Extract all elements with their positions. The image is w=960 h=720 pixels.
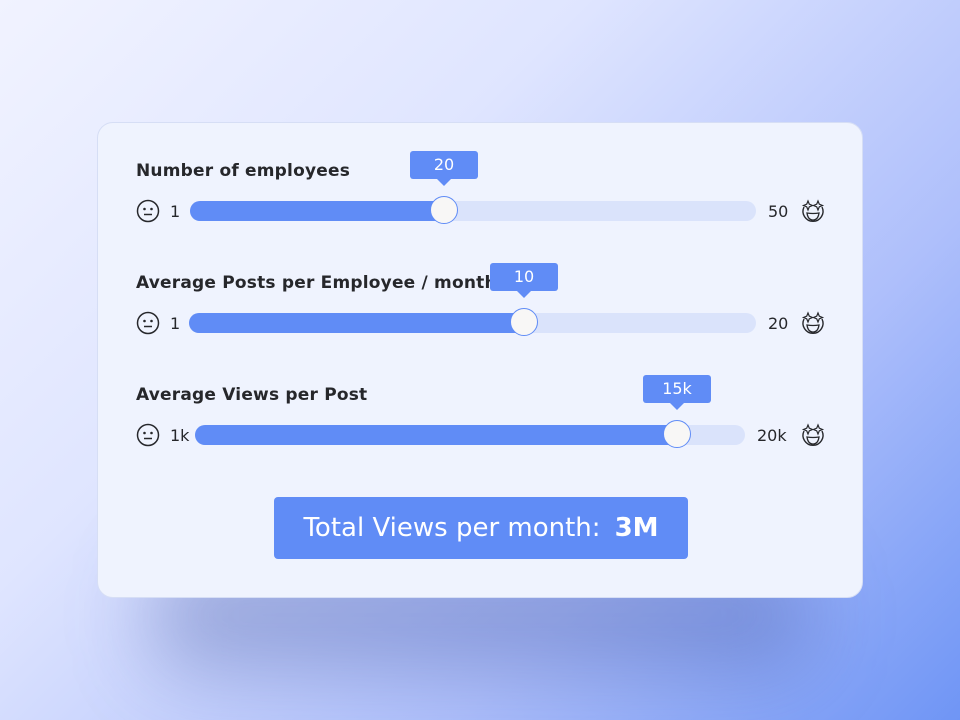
neutral-face-icon — [136, 423, 160, 447]
slider-min: 1 — [170, 314, 181, 333]
slider-max: 20k — [757, 426, 787, 445]
slider-label: Average Posts per Employee / month — [136, 273, 497, 293]
slider-value-tooltip: 20 — [410, 151, 478, 186]
slider-thumb[interactable] — [430, 196, 458, 224]
total-views-button[interactable]: Total Views per month: 3M — [274, 497, 688, 559]
slider-thumb[interactable] — [663, 420, 691, 448]
slider-min: 1 — [170, 202, 181, 221]
total-value: 3M — [614, 513, 659, 543]
slider-fill — [195, 425, 677, 445]
star-struck-face-icon — [800, 422, 826, 448]
employees-slider[interactable]: 20 — [190, 151, 756, 224]
views-slider[interactable]: 15k — [195, 375, 745, 448]
star-struck-face-icon — [800, 310, 826, 336]
star-struck-face-icon — [800, 198, 826, 224]
slider-thumb[interactable] — [510, 308, 538, 336]
slider-fill — [189, 313, 524, 333]
neutral-face-icon — [136, 311, 160, 335]
slider-label: Number of employees — [136, 161, 351, 181]
slider-fill — [190, 201, 444, 221]
slider-max: 20 — [768, 314, 789, 333]
views-calculator-card: Number of employees 1 20 50 Average Post… — [97, 122, 863, 598]
posts-slider[interactable]: 10 — [189, 263, 756, 336]
slider-max: 50 — [768, 202, 789, 221]
slider-value-tooltip: 10 — [490, 263, 558, 298]
total-label: Total Views per month: — [303, 513, 601, 543]
neutral-face-icon — [136, 199, 160, 223]
slider-value-tooltip: 15k — [643, 375, 711, 410]
slider-min: 1k — [170, 426, 190, 445]
slider-label: Average Views per Post — [136, 385, 368, 405]
